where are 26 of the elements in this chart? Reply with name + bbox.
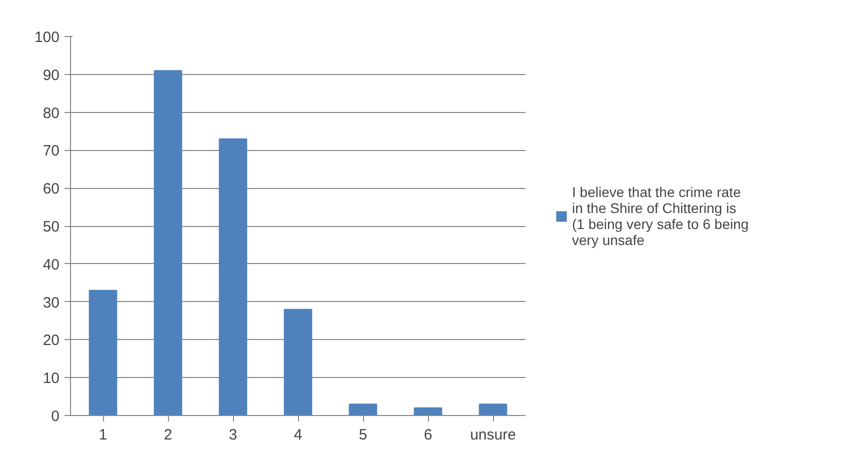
bar (414, 407, 442, 416)
y-tick-label: 30 (42, 294, 60, 312)
x-tick-label: unsure (470, 426, 516, 444)
bar (154, 70, 182, 416)
y-tick-label: 90 (42, 66, 60, 84)
y-tick-label: 100 (34, 29, 60, 46)
y-tick-label: 50 (42, 218, 60, 236)
y-tick-label: 10 (42, 370, 60, 388)
x-tick-label: 5 (358, 426, 368, 444)
bar (218, 138, 248, 416)
y-tick-label: 40 (42, 256, 60, 274)
y-tick-label: 20 (42, 332, 60, 350)
x-tick-label: 2 (164, 426, 172, 444)
bar (284, 308, 312, 416)
y-tick-label: 80 (42, 104, 60, 122)
y-tick-label: 60 (42, 180, 60, 198)
x-tick-label: 4 (294, 426, 302, 444)
bar (348, 404, 378, 416)
bar (478, 404, 508, 416)
y-tick-label: 0 (51, 408, 60, 425)
bar (88, 290, 118, 416)
x-tick-label: 6 (424, 426, 432, 444)
x-tick-label: 1 (98, 426, 108, 444)
x-tick-label: 3 (228, 426, 238, 444)
legend-label: I believe that the crime rate in the Shire of Chittering is (1 being very safe to 6 being very unsafe (572, 184, 749, 248)
y-tick-label: 70 (42, 142, 60, 160)
